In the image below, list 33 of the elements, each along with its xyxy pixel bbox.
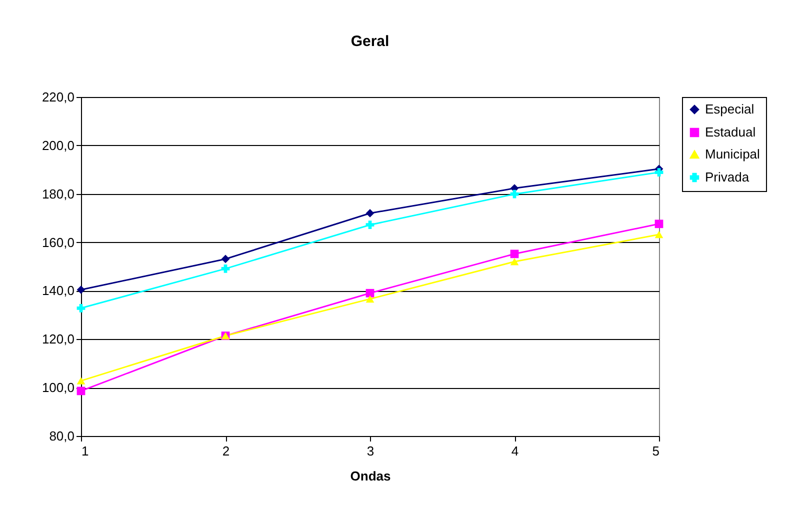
point — [76, 304, 86, 312]
point — [654, 168, 664, 176]
y-tick-label: 180,0 — [42, 186, 74, 202]
y-tick-label: 200,0 — [42, 138, 74, 153]
point — [510, 250, 519, 258]
legend-label: Municipal — [705, 146, 760, 162]
y-tick-label: 160,0 — [42, 234, 74, 250]
point — [76, 377, 86, 384]
x-tick-label: 1 — [82, 444, 89, 458]
legend-label: Estadual — [705, 124, 756, 140]
y-tick-label: 100,0 — [42, 380, 74, 396]
point — [510, 190, 519, 198]
point — [221, 264, 230, 273]
legend-label: Especial — [705, 102, 754, 116]
point — [510, 258, 519, 266]
point — [366, 220, 374, 230]
chart-title: Geral — [350, 33, 390, 50]
x-tick-label: 2 — [222, 444, 230, 458]
x-axis-title: Ondas — [350, 468, 391, 484]
point — [366, 209, 374, 218]
legend-label: Privada — [705, 170, 750, 184]
point — [221, 254, 230, 264]
x-tick-label: 5 — [652, 444, 660, 458]
y-tick-label: 220,0 — [42, 90, 74, 104]
y-tick-label: 140,0 — [42, 283, 74, 298]
point — [654, 220, 664, 228]
y-tick-label: 120,0 — [42, 332, 74, 347]
point — [654, 230, 664, 238]
x-tick-label: 4 — [511, 444, 519, 458]
point — [366, 295, 374, 303]
x-tick-label: 3 — [366, 444, 374, 458]
point — [366, 288, 374, 298]
y-tick-label: 80,0 — [49, 428, 74, 444]
